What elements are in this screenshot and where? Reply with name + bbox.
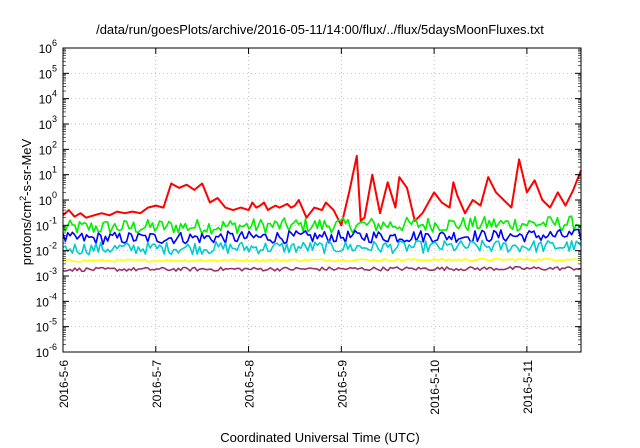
- y-axis-label: protons/cm2-s-sr-MeV: [18, 139, 34, 265]
- tick-labels: 10-6 10-5 10-4 10-3 10-2 10-1 100 101 102 103 104 1…: [36, 38, 535, 415]
- y-tick-label: 102: [39, 139, 57, 157]
- x-axis-label: Coordinated Universal Time (UTC): [220, 430, 420, 445]
- series-line: [62, 215, 582, 235]
- x-tick-label: 2016-5-9: [335, 360, 349, 408]
- y-tick-label: 10-4: [36, 291, 57, 309]
- x-tick-label: 2016-5-10: [428, 360, 442, 415]
- series-line: [62, 154, 582, 227]
- y-axis-label-sup: 2: [17, 195, 28, 201]
- chart-title: /data/run/goesPlots/archive/2016-05-11/1…: [96, 22, 544, 37]
- series-line: [62, 265, 582, 273]
- series-line: [62, 239, 582, 256]
- y-tick-label: 106: [39, 38, 57, 56]
- series-line: [62, 228, 582, 246]
- y-tick-label: 10-5: [36, 317, 57, 335]
- y-tick-label: 101: [39, 165, 57, 183]
- grid-lines: [63, 48, 581, 352]
- x-tick-label: 2016-5-8: [243, 360, 257, 408]
- x-tick-label: 2016-5-11: [521, 360, 535, 414]
- y-tick-label: 10-3: [36, 266, 57, 284]
- y-axis-label-text: protons/cm: [19, 200, 35, 266]
- y-axis-label-suffix: -s-sr-MeV: [19, 138, 35, 196]
- ticks: [62, 47, 581, 353]
- series-line: [62, 257, 582, 263]
- y-tick-label: 105: [39, 63, 57, 81]
- x-tick-label: 2016-5-7: [150, 360, 164, 408]
- y-tick-label: 10-1: [36, 215, 57, 233]
- y-tick-label: 10-6: [36, 342, 57, 360]
- series-group: [62, 154, 582, 273]
- y-tick-label: 103: [39, 114, 57, 132]
- y-tick-label: 100: [39, 190, 57, 208]
- y-tick-label: 10-2: [36, 241, 57, 259]
- x-tick-label: 2016-5-6: [57, 360, 71, 408]
- y-tick-label: 104: [39, 89, 57, 107]
